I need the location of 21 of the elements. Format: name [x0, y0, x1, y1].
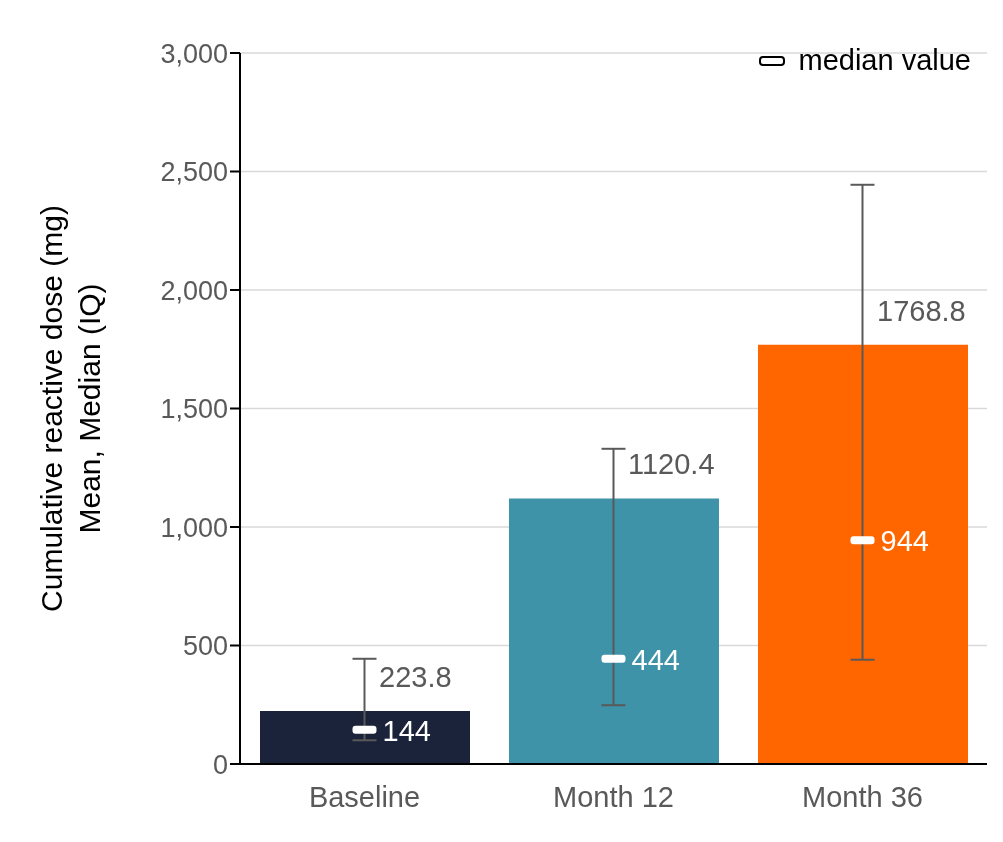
bar — [260, 710, 470, 764]
y-tick-label: 1,500 — [160, 394, 228, 425]
y-tick-label: 1,000 — [160, 512, 228, 543]
y-tick-label: 2,500 — [160, 157, 228, 188]
x-tick-label: Month 12 — [553, 780, 674, 813]
y-tick-label: 3,000 — [160, 38, 228, 69]
bar — [509, 498, 719, 764]
bar — [758, 344, 968, 764]
text: median value — [798, 44, 971, 77]
x-tick-label: Baseline — [308, 780, 421, 813]
data-label: 223.8 — [379, 660, 452, 693]
data-label: 444 — [631, 643, 680, 676]
data-label: 144 — [382, 714, 431, 747]
data-label: 1768.8 — [877, 294, 966, 327]
y-tick-label: 2,000 — [160, 275, 228, 306]
data-label: 1120.4 — [628, 448, 715, 481]
x-tick-label: Month 36 — [802, 780, 923, 813]
y-tick-label: 0 — [212, 749, 228, 780]
y-axis-title: Cumulative reactive dose (mg) Mean, Median (IQ) — [35, 205, 106, 612]
data-label: 944 — [880, 525, 929, 558]
y-tick-label: 500 — [182, 631, 228, 662]
